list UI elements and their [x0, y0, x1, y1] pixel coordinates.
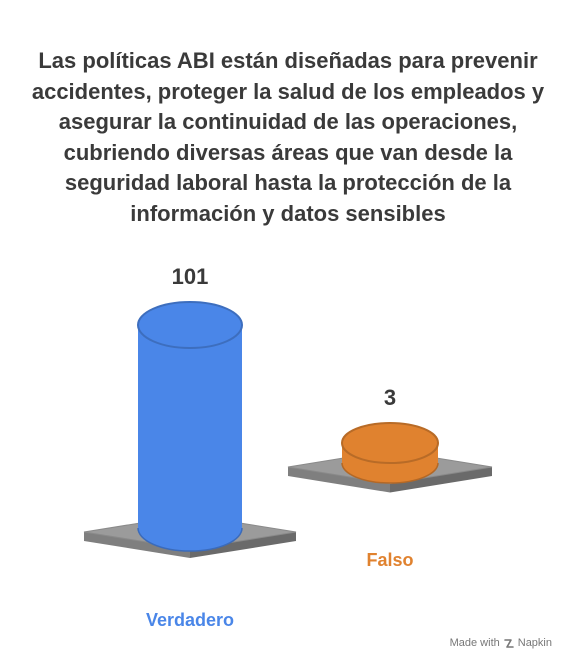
bar-top-falso [341, 422, 439, 464]
platform-side-right-verdadero [190, 532, 296, 558]
data-label-verdadero: 101 [172, 264, 209, 289]
platform-side-left-falso [288, 467, 390, 493]
bar-bottom-edge-falso [341, 462, 439, 484]
chart-title: Las políticas ABI están diseñadas para p… [31, 48, 545, 226]
bar-bottom-edge-verdadero [137, 527, 243, 552]
category-label-falso: Falso [366, 550, 413, 570]
watermark-prefix: Made with [449, 637, 500, 649]
napkin-logo-icon [503, 638, 514, 648]
watermark: Made with Napkin [450, 637, 552, 649]
platform-side-left-verdadero [84, 532, 190, 558]
bar-top-verdadero [137, 301, 243, 349]
data-label-falso: 3 [384, 385, 396, 410]
category-label-verdadero: Verdadero [146, 610, 234, 630]
bar-verdadero [138, 325, 242, 551]
platform-side-right-falso [390, 467, 492, 493]
watermark-brand: Napkin [517, 637, 552, 649]
